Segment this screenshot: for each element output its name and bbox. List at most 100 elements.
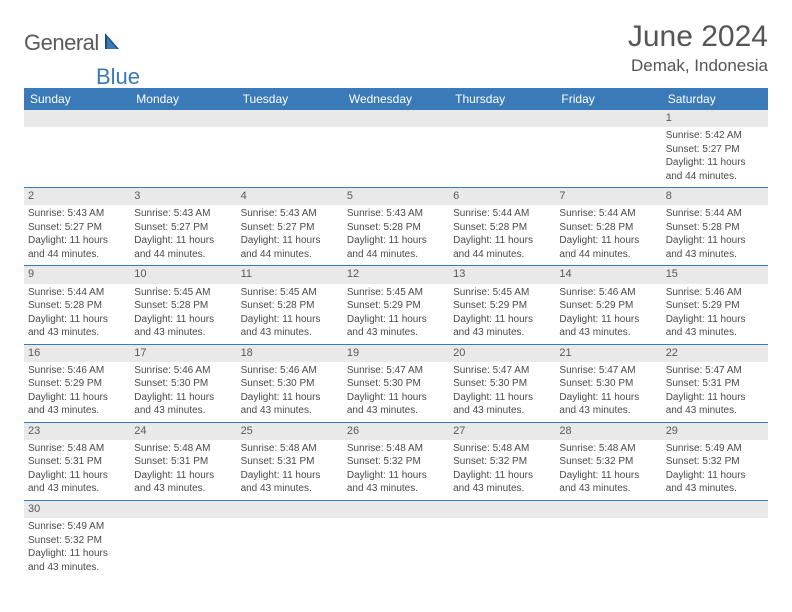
calendar-day: 7Sunrise: 5:44 AMSunset: 5:28 PMDaylight… [555, 188, 661, 266]
day-number: 2 [24, 188, 130, 205]
day-body: Sunrise: 5:43 AMSunset: 5:27 PMDaylight:… [130, 205, 236, 265]
calendar-empty [449, 110, 555, 188]
calendar-empty [24, 110, 130, 188]
day-body: Sunrise: 5:48 AMSunset: 5:32 PMDaylight:… [555, 440, 661, 500]
day-body: Sunrise: 5:47 AMSunset: 5:30 PMDaylight:… [343, 362, 449, 422]
calendar-day: 29Sunrise: 5:49 AMSunset: 5:32 PMDayligh… [662, 422, 768, 500]
calendar-day: 19Sunrise: 5:47 AMSunset: 5:30 PMDayligh… [343, 344, 449, 422]
weekday-header: Sunday [24, 88, 130, 110]
calendar-day: 13Sunrise: 5:45 AMSunset: 5:29 PMDayligh… [449, 266, 555, 344]
day-body: Sunrise: 5:45 AMSunset: 5:28 PMDaylight:… [130, 284, 236, 344]
calendar-empty [555, 110, 661, 188]
day-number: 25 [237, 423, 343, 440]
day-body: Sunrise: 5:44 AMSunset: 5:28 PMDaylight:… [449, 205, 555, 265]
day-body: Sunrise: 5:46 AMSunset: 5:29 PMDaylight:… [662, 284, 768, 344]
day-number: 5 [343, 188, 449, 205]
day-number: 21 [555, 345, 661, 362]
calendar-day: 23Sunrise: 5:48 AMSunset: 5:31 PMDayligh… [24, 422, 130, 500]
calendar-day: 22Sunrise: 5:47 AMSunset: 5:31 PMDayligh… [662, 344, 768, 422]
calendar-day: 15Sunrise: 5:46 AMSunset: 5:29 PMDayligh… [662, 266, 768, 344]
day-body: Sunrise: 5:43 AMSunset: 5:27 PMDaylight:… [24, 205, 130, 265]
title-block: June 2024 Demak, Indonesia [628, 20, 768, 76]
day-body: Sunrise: 5:44 AMSunset: 5:28 PMDaylight:… [24, 284, 130, 344]
day-number: 23 [24, 423, 130, 440]
calendar-day: 11Sunrise: 5:45 AMSunset: 5:28 PMDayligh… [237, 266, 343, 344]
calendar-row: 9Sunrise: 5:44 AMSunset: 5:28 PMDaylight… [24, 266, 768, 344]
day-body: Sunrise: 5:47 AMSunset: 5:30 PMDaylight:… [449, 362, 555, 422]
day-number: 22 [662, 345, 768, 362]
day-body: Sunrise: 5:49 AMSunset: 5:32 PMDaylight:… [662, 440, 768, 500]
day-body: Sunrise: 5:42 AMSunset: 5:27 PMDaylight:… [662, 127, 768, 187]
calendar-day: 16Sunrise: 5:46 AMSunset: 5:29 PMDayligh… [24, 344, 130, 422]
calendar-empty [237, 110, 343, 188]
calendar-empty [343, 500, 449, 578]
day-number: 28 [555, 423, 661, 440]
calendar-day: 28Sunrise: 5:48 AMSunset: 5:32 PMDayligh… [555, 422, 661, 500]
calendar-day: 14Sunrise: 5:46 AMSunset: 5:29 PMDayligh… [555, 266, 661, 344]
calendar-empty [555, 500, 661, 578]
day-number: 14 [555, 266, 661, 283]
day-number: 7 [555, 188, 661, 205]
day-body: Sunrise: 5:45 AMSunset: 5:28 PMDaylight:… [237, 284, 343, 344]
day-number: 19 [343, 345, 449, 362]
weekday-header: Wednesday [343, 88, 449, 110]
day-number: 29 [662, 423, 768, 440]
calendar-empty [343, 110, 449, 188]
weekday-header: Tuesday [237, 88, 343, 110]
day-number: 8 [662, 188, 768, 205]
day-number: 20 [449, 345, 555, 362]
calendar-day: 17Sunrise: 5:46 AMSunset: 5:30 PMDayligh… [130, 344, 236, 422]
day-body: Sunrise: 5:46 AMSunset: 5:30 PMDaylight:… [130, 362, 236, 422]
calendar-day: 6Sunrise: 5:44 AMSunset: 5:28 PMDaylight… [449, 188, 555, 266]
day-body: Sunrise: 5:43 AMSunset: 5:28 PMDaylight:… [343, 205, 449, 265]
calendar-day: 30Sunrise: 5:49 AMSunset: 5:32 PMDayligh… [24, 500, 130, 578]
day-body: Sunrise: 5:48 AMSunset: 5:32 PMDaylight:… [343, 440, 449, 500]
calendar-day: 10Sunrise: 5:45 AMSunset: 5:28 PMDayligh… [130, 266, 236, 344]
calendar-day: 9Sunrise: 5:44 AMSunset: 5:28 PMDaylight… [24, 266, 130, 344]
calendar-row: 1Sunrise: 5:42 AMSunset: 5:27 PMDaylight… [24, 110, 768, 188]
brand-logo: General [24, 30, 131, 56]
day-number: 12 [343, 266, 449, 283]
calendar-day: 26Sunrise: 5:48 AMSunset: 5:32 PMDayligh… [343, 422, 449, 500]
day-body: Sunrise: 5:44 AMSunset: 5:28 PMDaylight:… [555, 205, 661, 265]
calendar-day: 18Sunrise: 5:46 AMSunset: 5:30 PMDayligh… [237, 344, 343, 422]
calendar-row: 16Sunrise: 5:46 AMSunset: 5:29 PMDayligh… [24, 344, 768, 422]
calendar-table: SundayMondayTuesdayWednesdayThursdayFrid… [24, 88, 768, 578]
calendar-day: 3Sunrise: 5:43 AMSunset: 5:27 PMDaylight… [130, 188, 236, 266]
day-number: 3 [130, 188, 236, 205]
weekday-header: Thursday [449, 88, 555, 110]
calendar-row: 2Sunrise: 5:43 AMSunset: 5:27 PMDaylight… [24, 188, 768, 266]
day-number: 13 [449, 266, 555, 283]
calendar-day: 20Sunrise: 5:47 AMSunset: 5:30 PMDayligh… [449, 344, 555, 422]
day-number: 6 [449, 188, 555, 205]
sail-icon [103, 31, 129, 56]
calendar-empty [449, 500, 555, 578]
calendar-day: 27Sunrise: 5:48 AMSunset: 5:32 PMDayligh… [449, 422, 555, 500]
day-number: 15 [662, 266, 768, 283]
day-body: Sunrise: 5:45 AMSunset: 5:29 PMDaylight:… [343, 284, 449, 344]
day-body: Sunrise: 5:43 AMSunset: 5:27 PMDaylight:… [237, 205, 343, 265]
calendar-day: 2Sunrise: 5:43 AMSunset: 5:27 PMDaylight… [24, 188, 130, 266]
day-body: Sunrise: 5:48 AMSunset: 5:31 PMDaylight:… [130, 440, 236, 500]
day-body: Sunrise: 5:44 AMSunset: 5:28 PMDaylight:… [662, 205, 768, 265]
calendar-row: 23Sunrise: 5:48 AMSunset: 5:31 PMDayligh… [24, 422, 768, 500]
calendar-day: 12Sunrise: 5:45 AMSunset: 5:29 PMDayligh… [343, 266, 449, 344]
day-number: 4 [237, 188, 343, 205]
day-body: Sunrise: 5:47 AMSunset: 5:30 PMDaylight:… [555, 362, 661, 422]
logo-text-general: General [24, 30, 99, 56]
day-body: Sunrise: 5:46 AMSunset: 5:29 PMDaylight:… [555, 284, 661, 344]
day-number: 24 [130, 423, 236, 440]
day-number: 1 [662, 110, 768, 127]
day-number: 10 [130, 266, 236, 283]
day-body: Sunrise: 5:47 AMSunset: 5:31 PMDaylight:… [662, 362, 768, 422]
calendar-day: 8Sunrise: 5:44 AMSunset: 5:28 PMDaylight… [662, 188, 768, 266]
calendar-empty [130, 110, 236, 188]
day-number: 9 [24, 266, 130, 283]
day-body: Sunrise: 5:48 AMSunset: 5:31 PMDaylight:… [24, 440, 130, 500]
calendar-row: 30Sunrise: 5:49 AMSunset: 5:32 PMDayligh… [24, 500, 768, 578]
calendar-day: 4Sunrise: 5:43 AMSunset: 5:27 PMDaylight… [237, 188, 343, 266]
day-number: 26 [343, 423, 449, 440]
day-body: Sunrise: 5:49 AMSunset: 5:32 PMDaylight:… [24, 518, 130, 578]
calendar-day: 21Sunrise: 5:47 AMSunset: 5:30 PMDayligh… [555, 344, 661, 422]
calendar-body: 1Sunrise: 5:42 AMSunset: 5:27 PMDaylight… [24, 110, 768, 578]
